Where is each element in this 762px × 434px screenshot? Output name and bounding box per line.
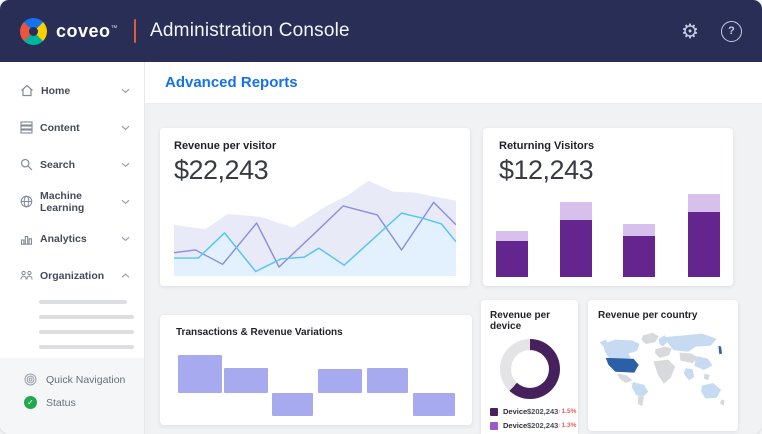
card-revenue-per-device: Revenue per device Device $202,243 ↑1.5%… (481, 300, 578, 434)
machine-learning-globe-icon (20, 195, 33, 208)
status-check-icon: ✓ (24, 396, 37, 409)
card-title: Transactions & Revenue Variations (176, 327, 343, 338)
waterfall-block (413, 393, 455, 416)
world-choropleth-map (599, 332, 725, 407)
returning-visitors-bar-chart (483, 193, 733, 277)
quick-navigation-target-icon (24, 373, 37, 386)
legend-swatch (490, 407, 498, 416)
transactions-waterfall-chart (176, 353, 456, 421)
dashboard-content: Revenue per visitor $22,243 Returning Vi… (145, 104, 762, 434)
sidebar-item-analytics[interactable]: Analytics (0, 220, 144, 257)
delta-up-badge: ↑1.5% (558, 408, 577, 415)
chevron-up-icon (121, 272, 130, 278)
sidebar-item-organization[interactable]: Organization (0, 257, 144, 294)
chevron-down-icon (121, 199, 130, 204)
analytics-bars-icon (20, 235, 33, 245)
stacked-bar (496, 231, 528, 277)
waterfall-block (178, 355, 222, 393)
legend-swatch (490, 421, 498, 430)
settings-gear-icon[interactable]: ⚙ (681, 19, 699, 43)
page-title: Advanced Reports (165, 74, 298, 91)
sidebar-item-content[interactable]: Content (0, 109, 144, 146)
legend-row: Device $202,243 ↑1.5% (490, 407, 576, 416)
organization-submenu-skeleton (39, 300, 144, 364)
sidebar-footer: Quick Navigation ✓ Status (0, 358, 144, 434)
chevron-down-icon (121, 162, 130, 167)
stacked-bar (560, 202, 592, 277)
search-icon (20, 158, 33, 171)
kpi-value: $12,243 (499, 155, 594, 185)
waterfall-block (224, 368, 268, 393)
quick-navigation-button[interactable]: Quick Navigation (24, 373, 144, 386)
kpi-value: $22,243 (174, 155, 269, 185)
coveo-logo-icon[interactable] (20, 17, 47, 45)
organization-people-icon (20, 270, 33, 280)
app-title: Administration Console (150, 20, 350, 41)
chevron-down-icon (121, 88, 130, 93)
chevron-down-icon (121, 236, 130, 241)
waterfall-block (367, 368, 408, 393)
brand-name[interactable]: coveo™ (56, 20, 119, 41)
card-title: Returning Visitors (499, 140, 595, 152)
sidebar-item-home[interactable]: Home (0, 72, 144, 109)
card-transactions-revenue-variations: Transactions & Revenue Variations (160, 315, 472, 425)
card-title: Revenue per visitor (174, 140, 277, 152)
card-returning-visitors: Returning Visitors $12,243 (483, 128, 733, 286)
top-header: coveo™ Administration Console ⚙ ? (0, 0, 762, 62)
sidebar-item-search[interactable]: Search (0, 146, 144, 183)
waterfall-block (318, 369, 362, 393)
legend-row: Device $202,243 ↑1.3% (490, 421, 576, 430)
card-revenue-per-country: Revenue per country (588, 300, 738, 431)
card-title: Revenue per device (490, 310, 551, 332)
sidebar-item-machine-learning[interactable]: Machine Learning (0, 183, 144, 220)
chevron-down-icon (121, 125, 130, 130)
stacked-bar (623, 224, 655, 277)
trademark: ™ (110, 24, 119, 32)
content-icon (20, 121, 33, 134)
device-donut-chart (499, 339, 560, 399)
card-title: Revenue per country (598, 310, 698, 321)
status-button[interactable]: ✓ Status (24, 396, 144, 409)
delta-up-badge: ↑1.3% (558, 422, 577, 429)
header-divider (134, 19, 137, 43)
visitor-line-chart (174, 180, 456, 276)
waterfall-block (272, 393, 313, 416)
page-header: Advanced Reports (145, 62, 762, 104)
help-icon[interactable]: ? (721, 20, 742, 42)
home-icon (21, 84, 33, 97)
sidebar: Home Content Search Machine Learning Ana… (0, 62, 145, 434)
main-area: Advanced Reports Revenue per visitor $22… (145, 62, 762, 434)
stacked-bar (688, 194, 720, 277)
card-revenue-per-visitor: Revenue per visitor $22,243 (160, 128, 470, 286)
